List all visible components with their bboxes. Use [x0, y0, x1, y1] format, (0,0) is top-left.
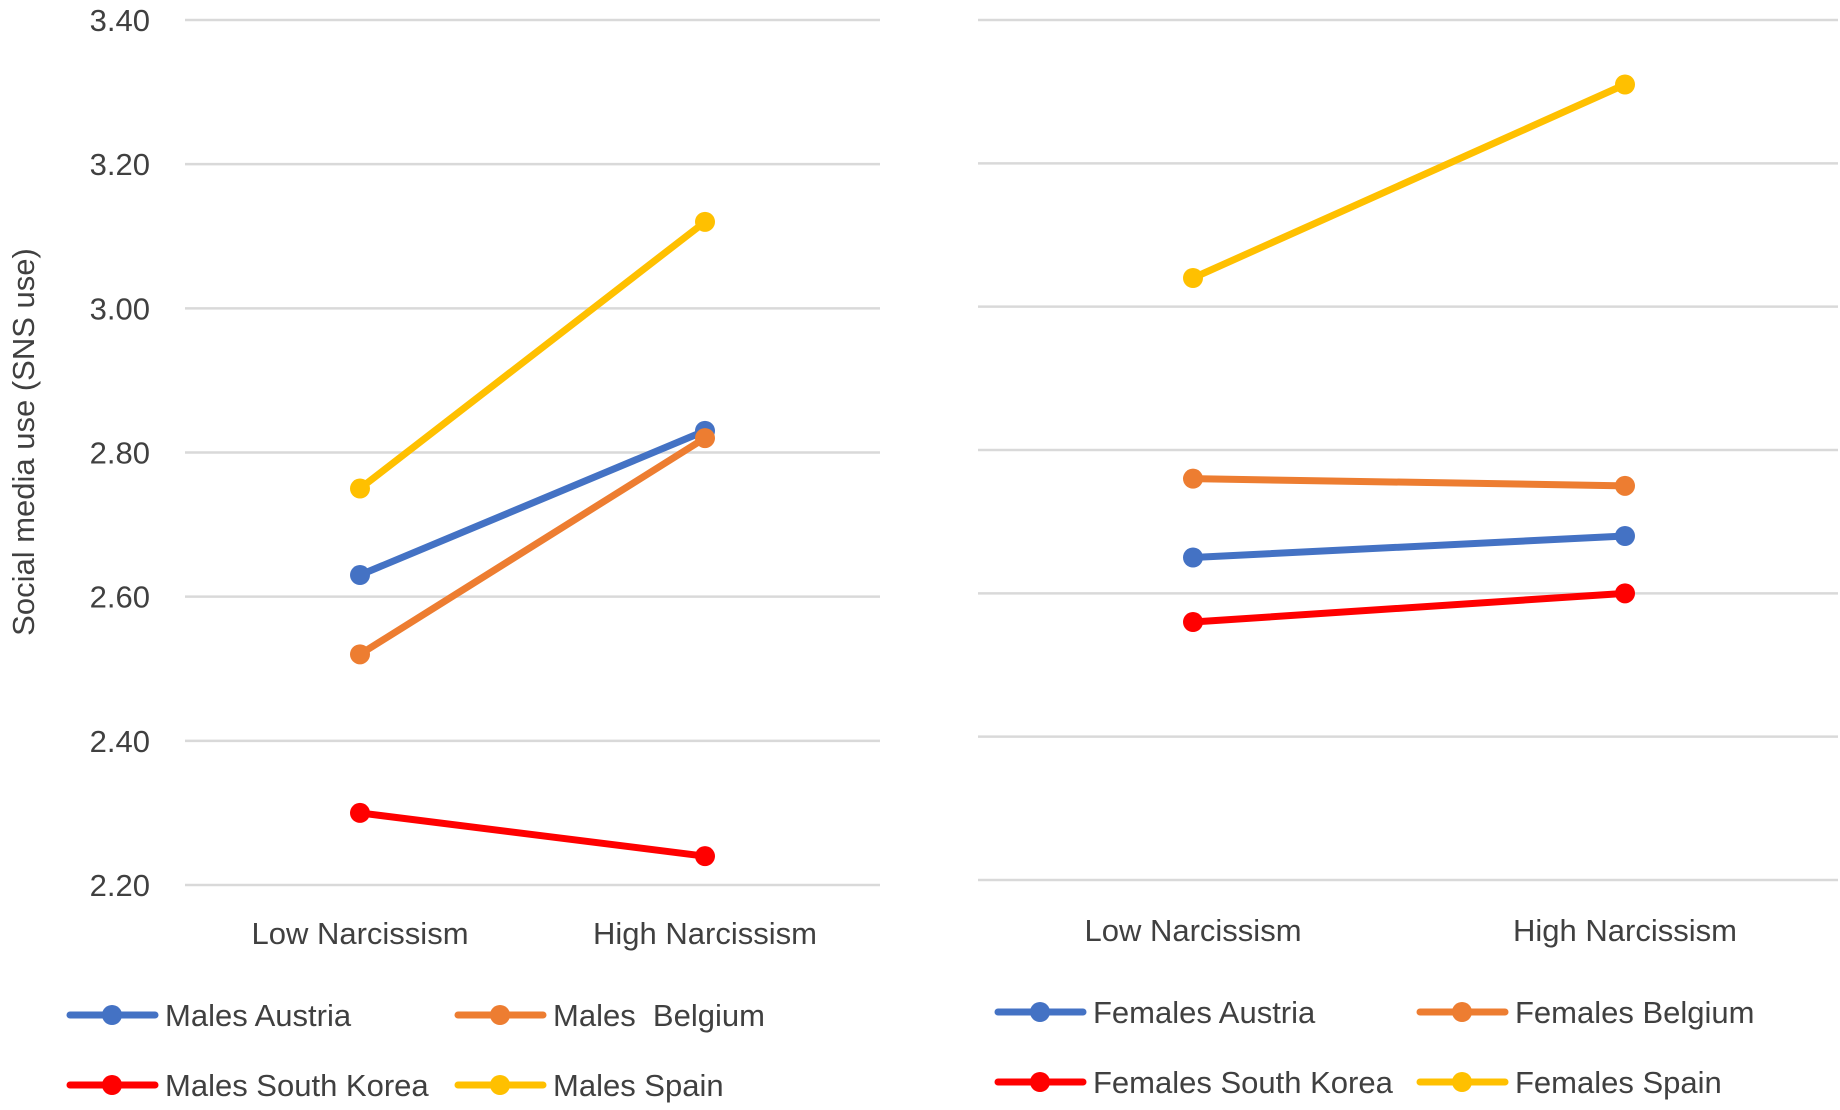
- legend-marker: [1030, 1072, 1050, 1092]
- legend-marker: [490, 1075, 510, 1095]
- y-tick-label: 3.20: [90, 147, 150, 182]
- y-tick-label: 2.80: [90, 436, 150, 471]
- legend-label: Females South Korea: [1093, 1065, 1394, 1100]
- series-line: [1189, 589, 1629, 626]
- x-tick-label: Low Narcissism: [251, 916, 468, 951]
- legend-label: Females Spain: [1515, 1065, 1722, 1100]
- legend-marker: [102, 1005, 122, 1025]
- x-tick-label: High Narcissism: [1513, 913, 1737, 948]
- data-point: [1615, 74, 1635, 95]
- y-axis-title: Social media use (SNS use): [6, 248, 41, 636]
- legend-label: Females Belgium: [1515, 995, 1754, 1030]
- legend-label: Males Spain: [553, 1068, 724, 1103]
- y-tick-label: 3.40: [90, 3, 150, 38]
- data-point: [350, 478, 370, 499]
- series-line: [356, 218, 709, 493]
- legend-label: Males Belgium: [553, 998, 765, 1033]
- data-point: [1183, 268, 1203, 288]
- data-point: [1183, 468, 1203, 489]
- y-tick-label: 3.00: [90, 291, 150, 326]
- data-point: [695, 428, 715, 449]
- x-tick-label: Low Narcissism: [1084, 913, 1301, 948]
- legend-marker: [490, 1005, 510, 1025]
- data-point: [1615, 583, 1635, 604]
- legend-marker: [102, 1075, 122, 1095]
- legend-marker: [1452, 1072, 1472, 1092]
- x-tick-label: High Narcissism: [593, 916, 817, 951]
- data-point: [350, 565, 370, 586]
- data-point: [695, 211, 715, 232]
- legend-marker: [1452, 1002, 1472, 1022]
- data-point: [1615, 475, 1635, 496]
- series-line: [1189, 81, 1629, 282]
- data-point: [350, 802, 370, 823]
- data-point: [1615, 526, 1635, 546]
- data-point: [1183, 547, 1203, 568]
- legend-label: Males Austria: [165, 998, 352, 1033]
- data-point: [695, 846, 715, 867]
- y-tick-label: 2.40: [90, 724, 150, 759]
- legend-marker: [1030, 1002, 1050, 1022]
- series-line: [356, 434, 709, 658]
- data-point: [1183, 612, 1203, 632]
- legend-label: Females Austria: [1093, 995, 1316, 1030]
- series-line: [1189, 475, 1629, 490]
- series-line: [1189, 532, 1629, 561]
- legend-label: Males South Korea: [165, 1068, 429, 1103]
- y-tick-label: 2.60: [90, 580, 150, 615]
- series-line: [356, 809, 709, 860]
- data-point: [350, 644, 370, 665]
- series-line: [356, 427, 709, 579]
- y-tick-label: 2.20: [90, 868, 150, 903]
